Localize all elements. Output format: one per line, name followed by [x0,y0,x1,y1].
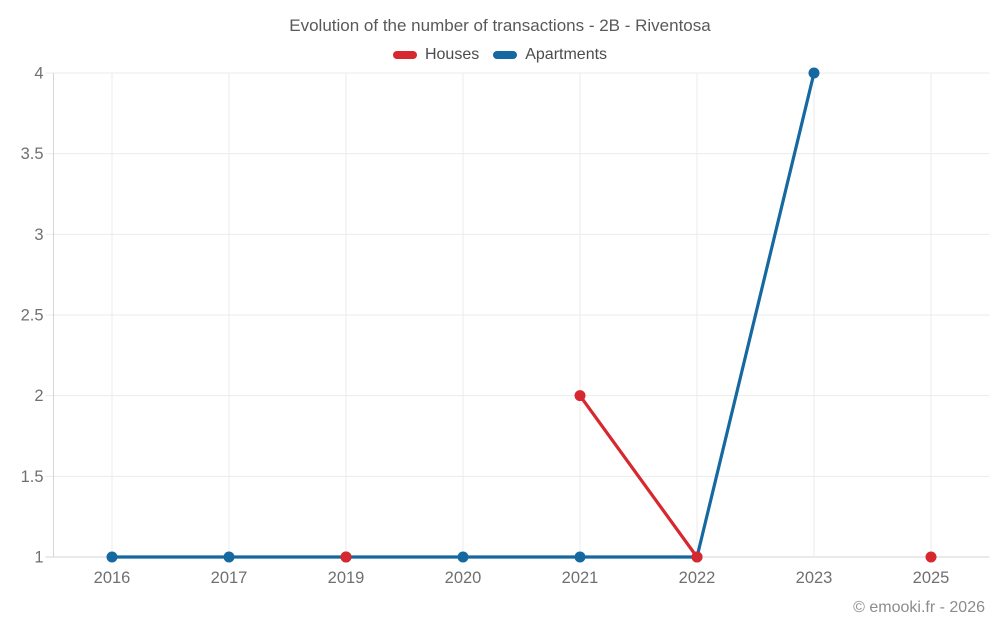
y-tick-label: 4 [34,65,43,83]
point-houses-2022[interactable] [691,551,703,563]
y-tick-label: 1 [34,549,43,567]
legend-swatch-apartments [493,51,518,59]
x-tick-label: 2020 [445,569,482,587]
point-apartments-2021[interactable] [574,551,586,563]
y-tick-label: 1.5 [21,468,44,486]
y-tick-label: 3.5 [21,145,44,163]
legend-label: Houses [424,46,480,63]
copyright-footer: © emooki.fr - 2026 [853,599,985,616]
point-apartments-2020[interactable] [457,551,469,563]
point-houses-2019[interactable] [340,551,352,563]
legend-swatch-houses [392,51,417,59]
y-tick-label: 3 [34,226,43,244]
legend-label: Apartments [525,46,608,63]
point-apartments-2023[interactable] [808,67,820,79]
x-tick-label: 2023 [796,569,833,587]
point-houses-2025[interactable] [925,551,937,563]
point-apartments-2017[interactable] [223,551,235,563]
legend-item-houses[interactable]: Houses [392,46,480,64]
x-tick-label: 2022 [679,569,716,587]
y-tick-label: 2.5 [21,307,44,325]
x-tick-label: 2016 [94,569,131,587]
x-tick-label: 2019 [328,569,365,587]
y-tick-label: 2 [34,387,43,405]
chart-title: Evolution of the number of transactions … [289,16,711,35]
legend: Houses Apartments [0,46,1000,64]
legend-item-apartments[interactable]: Apartments [493,46,607,64]
x-tick-label: 2017 [211,569,248,587]
point-apartments-2016[interactable] [106,551,118,563]
x-tick-label: 2025 [913,569,950,587]
point-houses-2021[interactable] [574,390,586,402]
series-line-houses [578,394,699,559]
x-tick-label: 2021 [562,569,599,587]
